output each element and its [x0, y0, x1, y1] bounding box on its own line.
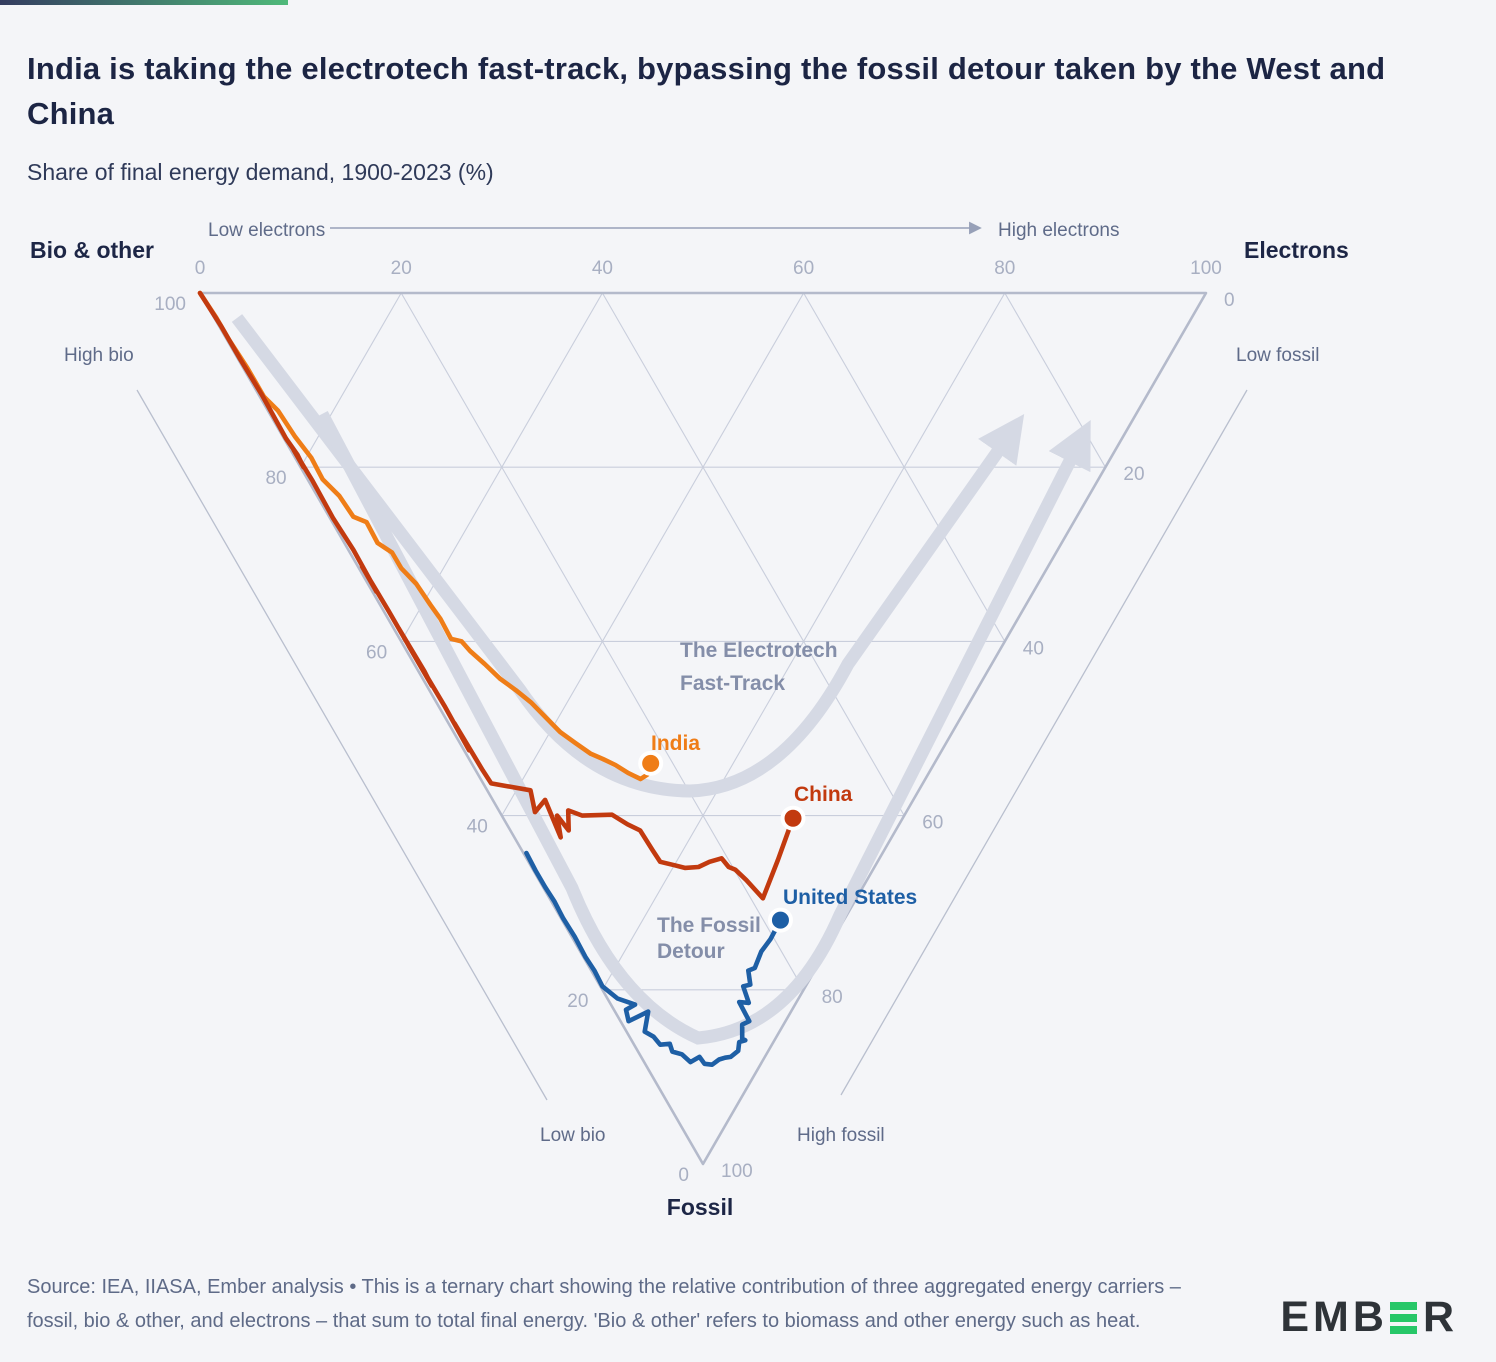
fossil-detour-annotation-line1: The Fossil: [657, 914, 761, 937]
fast-track-annotation-line1: The Electrotech: [680, 639, 838, 662]
india-series-label: India: [651, 732, 700, 755]
tick-label-electrons-40: 40: [592, 258, 613, 279]
united-states-series-label: United States: [783, 886, 917, 909]
tick-label-fossil-100: 100: [721, 1161, 753, 1182]
tick-label-electrons-0: 0: [195, 258, 206, 279]
electrotech-fast-track-band: [231, 314, 1025, 798]
page-subtitle: Share of final energy demand, 1900-2023 …: [27, 159, 494, 185]
electrons-axis-title: Electrons: [1244, 237, 1349, 263]
source-note: Source: IEA, IIASA, Ember analysis • Thi…: [27, 1276, 1181, 1333]
series-line-united-states: [524, 850, 783, 1067]
ternary-frame: [198, 291, 1208, 1166]
fossil-axis-title: Fossil: [667, 1194, 733, 1220]
endpoint-dot-united-states: [767, 907, 793, 933]
endpoint-dot-india: [638, 750, 664, 776]
axis-tick-labels: 0 20 40 60 80 100 100 80 60 40 20 0 0 20 40 60 80 100: [154, 258, 1234, 1186]
bio-axis-title: Bio & other: [30, 237, 154, 263]
ember-logo-text-left: EMB: [1280, 1293, 1388, 1341]
high-fossil-label: High fossil: [797, 1125, 885, 1146]
bio-axis-leader-line: [136, 389, 548, 1101]
tick-label-fossil-40: 40: [1023, 638, 1044, 659]
tick-label-fossil-60: 60: [922, 813, 943, 834]
tick-label-fossil-20: 20: [1123, 464, 1144, 485]
tick-label-bio-100: 100: [154, 294, 186, 315]
tick-label-fossil-80: 80: [822, 987, 843, 1008]
fast-track-annotation-line2: Fast-Track: [680, 672, 785, 695]
low-bio-label: Low bio: [540, 1125, 606, 1146]
tick-label-bio-0: 0: [678, 1165, 689, 1186]
series-line-china: [197, 290, 796, 901]
gridline: [300, 292, 402, 468]
endpoint-dot-china: [780, 805, 806, 831]
ember-logo: EMB R: [1280, 1296, 1458, 1339]
low-fossil-label: Low fossil: [1236, 345, 1319, 366]
gridline: [601, 292, 905, 816]
page-title: India is taking the electrotech fast-tra…: [27, 50, 1386, 131]
high-electrons-label: High electrons: [998, 220, 1119, 241]
tick-label-electrons-100: 100: [1190, 258, 1222, 279]
series-line-india: [197, 290, 654, 782]
ember-logo-text-right: R: [1422, 1293, 1458, 1341]
tick-label-bio-40: 40: [467, 817, 488, 838]
tick-label-electrons-60: 60: [793, 258, 814, 279]
fossil-detour-band: [316, 410, 1091, 1045]
low-electrons-label: Low electrons: [208, 220, 325, 241]
ember-logo-green-e-icon: [1389, 1301, 1417, 1334]
brand-accent-bar: [0, 0, 288, 5]
tick-label-bio-60: 60: [366, 642, 387, 663]
trajectory-bands: [231, 314, 1091, 1045]
gridline: [803, 292, 1006, 642]
tick-label-bio-20: 20: [567, 991, 588, 1012]
tick-label-bio-80: 80: [265, 468, 286, 489]
fossil-detour-annotation-line2: Detour: [657, 940, 725, 963]
tick-label-electrons-80: 80: [994, 258, 1015, 279]
tick-label-fossil-0: 0: [1224, 290, 1235, 311]
gridline: [1004, 292, 1106, 468]
tick-label-electrons-20: 20: [391, 258, 412, 279]
high-bio-label: High bio: [64, 345, 134, 366]
fossil-axis-leader-line: [840, 389, 1248, 1096]
series-lines: [197, 290, 806, 1067]
china-series-label: China: [794, 783, 853, 806]
